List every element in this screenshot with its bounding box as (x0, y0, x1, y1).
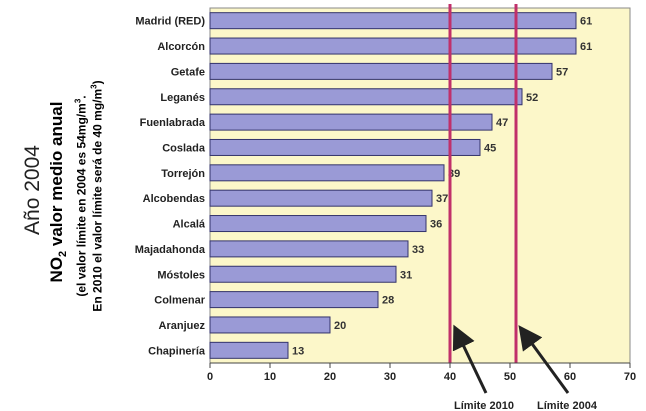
bar (209, 316, 331, 334)
limit-label: Límite 2004 (537, 400, 598, 411)
data-label: 28 (382, 295, 394, 307)
x-tick-label: 40 (444, 371, 456, 383)
data-label: 61 (580, 16, 592, 28)
data-label: 36 (430, 219, 442, 231)
bar (209, 138, 481, 156)
data-label: 13 (292, 345, 304, 357)
bar (209, 62, 553, 80)
bar (209, 113, 493, 131)
category-label: Majadahonda (135, 244, 206, 256)
category-label: Móstoles (157, 269, 205, 281)
x-tick-label: 60 (564, 371, 576, 383)
data-label: 45 (484, 142, 496, 154)
x-tick-label: 70 (624, 371, 636, 383)
category-label: Getafe (171, 66, 205, 78)
data-label: 57 (556, 66, 568, 78)
data-label: 52 (526, 92, 538, 104)
data-label: 33 (412, 244, 424, 256)
x-tick-label: 20 (324, 371, 336, 383)
x-tick-label: 0 (207, 371, 213, 383)
category-label: Coslada (162, 142, 206, 154)
category-label: Madrid (RED) (135, 16, 205, 28)
x-tick-label: 50 (504, 371, 516, 383)
limit-arrow (452, 324, 488, 394)
bar (209, 37, 577, 55)
x-tick-label: 30 (384, 371, 396, 383)
bar (209, 12, 577, 30)
data-label: 20 (334, 320, 346, 332)
category-label: Leganés (160, 92, 205, 104)
category-label: Colmenar (154, 295, 205, 307)
category-label: Aranjuez (159, 320, 206, 332)
category-label: Alcalá (173, 219, 206, 231)
limit-arrow (518, 325, 570, 394)
bar (209, 341, 289, 359)
category-label: Torrejón (161, 168, 205, 180)
bar (209, 215, 427, 233)
limit-label: Límite 2010 (454, 400, 514, 411)
category-label: Chapinería (148, 345, 206, 357)
data-label: 37 (436, 193, 448, 205)
bar (209, 189, 433, 207)
data-label: 61 (580, 41, 592, 53)
bar (209, 164, 445, 182)
data-label: 47 (496, 117, 508, 129)
bar (209, 240, 409, 258)
plot-area (209, 7, 631, 364)
category-label: Alcobendas (143, 193, 205, 205)
bar (209, 88, 523, 106)
category-label: Fuenlabrada (140, 117, 206, 129)
bar (209, 265, 397, 283)
category-label: Alcorcón (157, 41, 205, 53)
bar (209, 291, 379, 309)
x-tick-label: 10 (264, 371, 276, 383)
data-label: 31 (400, 269, 412, 281)
